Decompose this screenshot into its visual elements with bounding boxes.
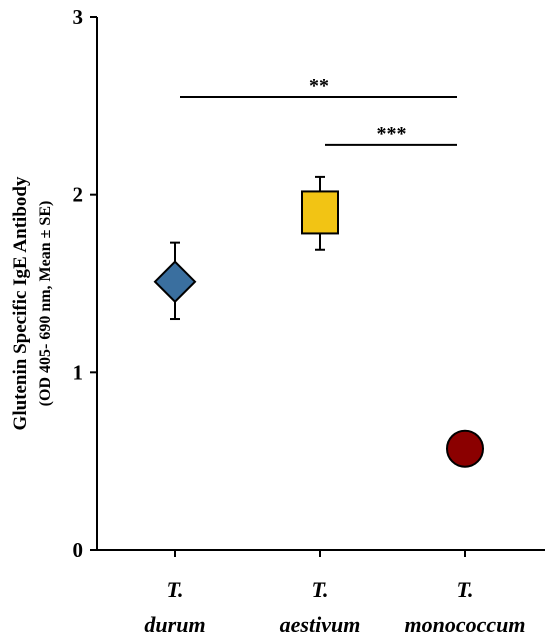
y-tick-label: 1 — [73, 360, 84, 384]
data-points — [153, 175, 484, 468]
y-axis-title: Glutenin Specific IgE Antibody (OD 405- 6… — [10, 176, 54, 430]
y-tick-label: 0 — [73, 538, 84, 562]
y-axis-sublabel: (OD 405- 690 nm, Mean ± SE) — [37, 201, 54, 407]
y-axis-label: Glutenin Specific IgE Antibody — [10, 176, 31, 430]
data-point-diamond — [153, 260, 197, 304]
y-tick-label: 2 — [73, 183, 84, 207]
y-tick-label: 3 — [73, 5, 84, 29]
x-category-label-line2: aestivum — [280, 612, 361, 637]
x-category-label-line2: durum — [144, 612, 205, 637]
significance-label: *** — [377, 123, 407, 145]
significance-label: ** — [309, 75, 329, 97]
data-point-square — [301, 190, 339, 235]
x-category-label-line2: monococcum — [405, 612, 526, 637]
x-category-label-line1: T. — [457, 577, 474, 602]
x-category-labels: T. durum T. aestivum T. monococcum — [144, 577, 525, 637]
data-point-circle — [446, 429, 484, 468]
x-category-label-line1: T. — [167, 577, 184, 602]
x-axis — [97, 549, 545, 557]
significance-annotations: ***** — [180, 75, 457, 146]
y-axis: 0 1 2 3 — [73, 5, 98, 562]
x-category-label-line1: T. — [312, 577, 329, 602]
